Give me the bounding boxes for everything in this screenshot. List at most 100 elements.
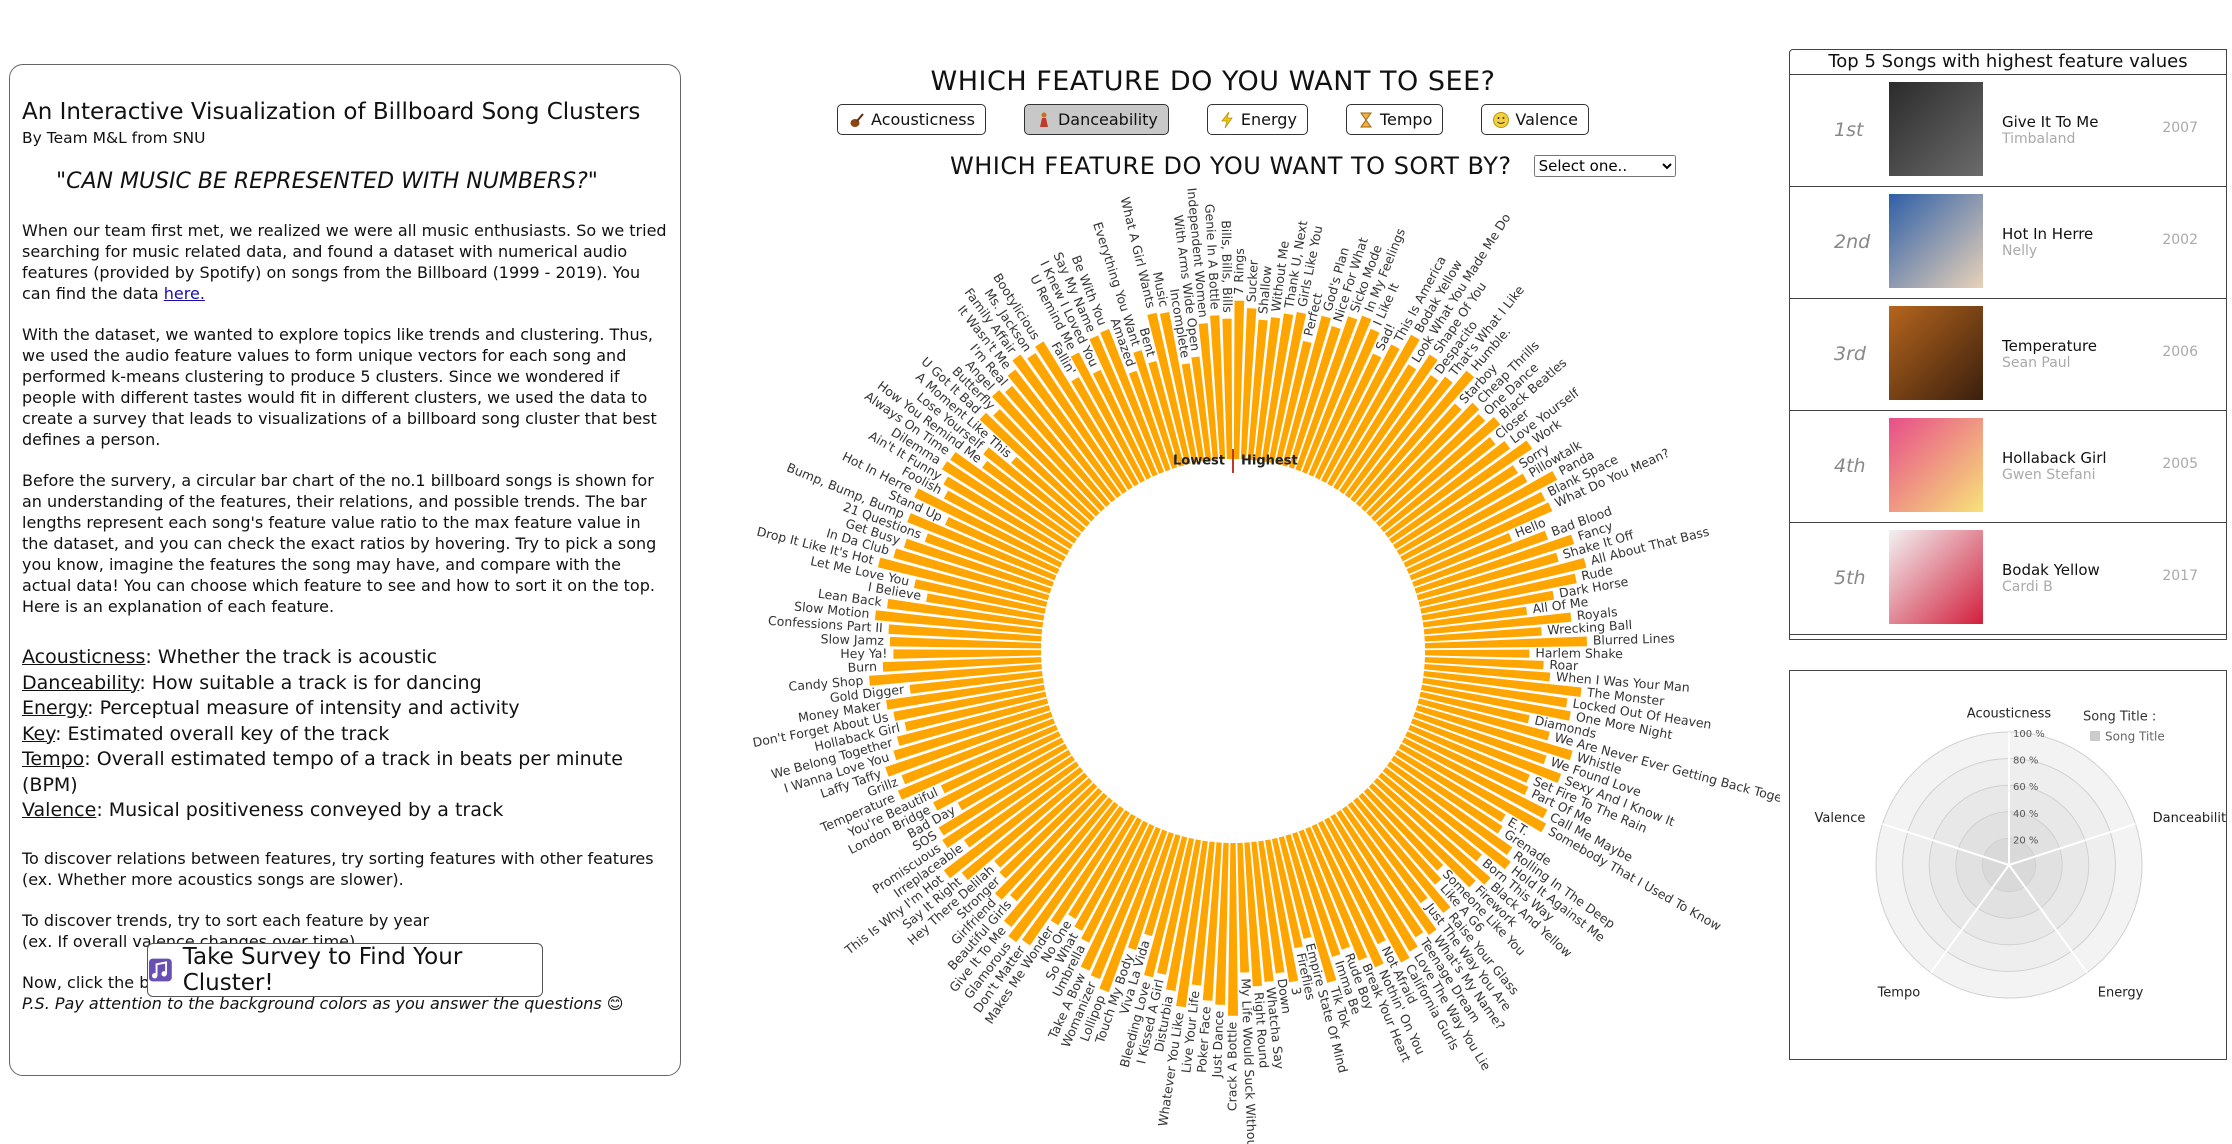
survey-button[interactable]: Take Survey to Find Your Cluster!: [147, 943, 543, 997]
bar: [1227, 842, 1239, 1016]
bar: [1080, 823, 1155, 971]
bar: [888, 624, 1042, 642]
bar: [1378, 772, 1482, 862]
feature-button[interactable]: Valence: [1481, 104, 1589, 135]
feature-desc: : Musical positiveness conveyed by a tra…: [96, 799, 504, 821]
bar: [1258, 840, 1285, 974]
bar: [1339, 354, 1438, 494]
song-artist: Gwen Stefani: [2002, 467, 2096, 483]
bar: [1070, 352, 1145, 483]
bar: [964, 761, 1080, 848]
bar: [903, 538, 1052, 594]
bar-label: Just Dance: [1209, 1010, 1226, 1079]
music-icon: [148, 958, 172, 982]
button-icon: [1359, 112, 1372, 127]
feature-button[interactable]: Danceability: [1023, 104, 1169, 135]
bar-label: Confessions Part II: [768, 613, 884, 635]
album-art: [1889, 306, 1983, 400]
feature-name: Key: [22, 722, 56, 745]
rank: 3rd: [1834, 343, 1866, 365]
bar: [887, 598, 1044, 628]
bar: [1333, 364, 1417, 491]
quote: "CAN MUSIC BE REPRESENTED WITH NUMBERS?": [56, 169, 598, 194]
bar: [877, 557, 1048, 607]
marker-label: Highest: [1241, 454, 1298, 469]
song-title: Hollaback Girl: [2002, 449, 2107, 467]
bar: [885, 711, 1053, 777]
bar: [1373, 777, 1491, 885]
text: When our team first met, we realized we …: [22, 221, 667, 303]
top5-row[interactable]: 3rd Temperature Sean Paul 2006: [1790, 299, 2226, 411]
top5-row[interactable]: 5th Bodak Yellow Cardi B 2017: [1790, 523, 2226, 635]
radar-axis-label: Acousticness: [1967, 707, 2052, 722]
button-label: Danceability: [1057, 110, 1158, 129]
bar: [889, 636, 1042, 649]
text: To discover relations between features, …: [22, 848, 654, 868]
feature-button[interactable]: Acousticness: [837, 104, 986, 135]
bar: [913, 579, 1046, 614]
bar: [1301, 315, 1372, 474]
bar: [1181, 363, 1205, 463]
bar: [1176, 840, 1208, 1008]
bar: [896, 698, 1049, 746]
bar: [992, 390, 1105, 512]
bar-label: Slow Jamz: [820, 631, 884, 648]
bar-label: Poker Face: [1194, 1006, 1214, 1074]
bar: [1421, 590, 1555, 621]
bar: [926, 593, 1045, 621]
bar: [1147, 312, 1191, 465]
feature-item: Acousticness: Whether the track is acous…: [22, 645, 668, 671]
bar: [1089, 335, 1158, 477]
paragraph: Before the survery, a circular bar chart…: [22, 471, 657, 616]
song-year: 2007: [2162, 120, 2198, 136]
bar: [1409, 533, 1512, 581]
bar: [1412, 530, 1549, 587]
bar: [1166, 839, 1201, 992]
sort-select[interactable]: Select one..: [1533, 155, 1676, 177]
radar-axis: [2008, 864, 2089, 974]
song-year: 2006: [2162, 344, 2198, 360]
feature-name: Danceability: [22, 671, 140, 694]
bar: [1071, 377, 1139, 487]
bar: [1389, 440, 1533, 544]
bar: [1422, 677, 1568, 708]
bar: [1261, 313, 1294, 463]
bar: [1127, 831, 1174, 951]
bar: [1271, 837, 1303, 949]
bar: [1324, 817, 1410, 963]
bar: [938, 749, 1072, 836]
bar: [914, 488, 1063, 568]
bar: [1210, 315, 1226, 460]
feature-desc: : Perceptual measure of intensity and ac…: [87, 697, 520, 719]
data-link[interactable]: here.: [163, 284, 205, 303]
bar: [1159, 311, 1198, 464]
bar-label: Roar: [1549, 657, 1579, 673]
intro-title: An Interactive Visualization of Billboar…: [22, 99, 641, 125]
bar: [1420, 573, 1577, 614]
top5-row[interactable]: 1st Give It To Me Timbaland 2007: [1790, 75, 2226, 187]
bar: [1011, 456, 1091, 527]
survey-button-label: Take Survey to Find Your Cluster!: [182, 944, 463, 996]
song-title: Temperature: [2002, 337, 2098, 355]
tips: To discover relations between features, …: [22, 848, 668, 952]
bar: [1268, 311, 1307, 464]
text: (ex. Whether more acoustics songs are sl…: [22, 869, 404, 889]
bar: [943, 476, 1070, 556]
feature-button[interactable]: Energy: [1206, 104, 1308, 135]
paragraph: With the dataset, we wanted to explore t…: [22, 325, 657, 449]
bar: [1382, 767, 1511, 870]
top5-row[interactable]: 4th Hollaback Girl Gwen Stefani 2005: [1790, 411, 2226, 523]
feature-button[interactable]: Tempo: [1345, 104, 1444, 135]
bar: [1386, 761, 1513, 855]
bar: [1298, 829, 1351, 950]
bar: [1363, 787, 1444, 871]
bar: [1327, 334, 1420, 487]
top5-row[interactable]: 2nd Hot In Herre Nelly 2002: [1790, 187, 2226, 299]
feature-desc: : How suitable a track is for dancing: [139, 671, 482, 694]
song-title: Give It To Me: [2002, 113, 2099, 131]
bar-label: Slow Motion: [794, 599, 871, 621]
button-label: Acousticness: [871, 110, 975, 129]
feature-item: Danceability: How suitable a track is fo…: [22, 671, 668, 697]
bar: [1344, 374, 1439, 499]
